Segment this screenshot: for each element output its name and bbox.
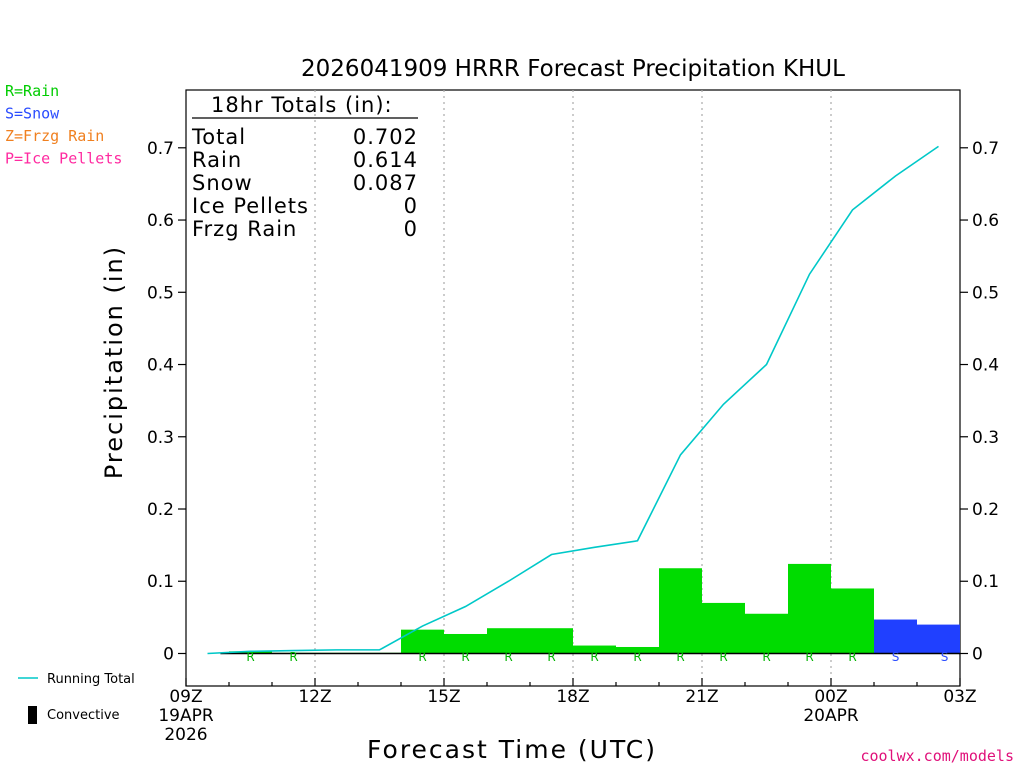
- totals-row-value: 0: [404, 194, 418, 218]
- precip-bar: [702, 602, 745, 654]
- x-tick-label: 12Z: [298, 687, 331, 707]
- y-tick-label-left: 0.6: [147, 211, 174, 231]
- running-total-line: [207, 145, 939, 655]
- totals-box: 18hr Totals (in): Total 0.702 Rain 0.614 Sno…: [191, 93, 418, 241]
- totals-heading: 18hr Totals (in):: [211, 93, 393, 117]
- y-axis-left: 0 0.1 0.2 0.3 0.4 0.5 0.6 0.7: [147, 139, 186, 664]
- type-legend-entry: S=Snow: [5, 105, 60, 123]
- x-tick-year: 2026: [164, 725, 207, 745]
- precip-type-letter: R: [246, 650, 254, 664]
- precip-type-letter: R: [805, 650, 813, 664]
- y-tick-label-right: 0.3: [972, 428, 999, 448]
- precip-type-letter: R: [289, 650, 297, 664]
- y-tick-label-left: 0.7: [147, 139, 174, 159]
- precip-bar: [487, 628, 530, 654]
- y-tick-label-right: 0: [972, 644, 983, 664]
- precip-type-legend: R=Rain S=Snow Z=Frzg Rain P=Ice Pellets: [5, 82, 122, 168]
- precip-bar: [616, 646, 659, 654]
- totals-row-value: 0.614: [353, 148, 418, 172]
- precip-bar: [659, 568, 702, 654]
- precip-type-letter: R: [418, 650, 426, 664]
- type-legend-entry: Z=Frzg Rain: [5, 127, 104, 145]
- y-tick-label-right: 0.2: [972, 500, 999, 520]
- precip-type-letter: R: [762, 650, 770, 664]
- y-axis-right: 0 0.1 0.2 0.3 0.4 0.5 0.6 0.7: [960, 139, 999, 664]
- totals-row-label: Frzg Rain: [192, 217, 297, 241]
- x-axis-title: Forecast Time (UTC): [367, 735, 657, 764]
- x-tick-label: 15Z: [427, 687, 460, 707]
- precip-bar: [831, 588, 874, 654]
- totals-row-label: Rain: [192, 148, 242, 172]
- x-tick-sublabel: 20APR: [803, 706, 859, 726]
- precip-type-letter: R: [848, 650, 856, 664]
- y-tick-label-left: 0.3: [147, 428, 174, 448]
- precip-type-letter: R: [547, 650, 555, 664]
- series-legend-label: Running Total: [47, 672, 135, 687]
- y-tick-label-left: 0.4: [147, 356, 174, 376]
- precip-bar: [917, 624, 960, 654]
- totals-row-label: Snow: [192, 171, 253, 195]
- precip-bar: [573, 645, 616, 654]
- y-tick-label-right: 0.7: [972, 139, 999, 159]
- totals-row-label: Ice Pellets: [192, 194, 309, 218]
- y-tick-label-left: 0.1: [147, 572, 174, 592]
- precip-type-letter: S: [941, 650, 949, 664]
- y-tick-label-right: 0.6: [972, 211, 999, 231]
- precip-type-letter: R: [676, 650, 684, 664]
- precip-bar: [401, 629, 444, 654]
- credit-text: coolwx.com/models: [860, 747, 1014, 765]
- precip-bar: [229, 651, 272, 654]
- y-tick-label-left: 0.5: [147, 283, 174, 303]
- precip-type-letter: R: [719, 650, 727, 664]
- x-tick-label: 09Z: [169, 687, 202, 707]
- x-tick-sublabel: 19APR: [158, 706, 214, 726]
- chart-title: 2026041909 HRRR Forecast Precipitation K…: [301, 56, 845, 82]
- precip-type-letter: R: [590, 650, 598, 664]
- y-tick-label-right: 0.4: [972, 356, 999, 376]
- legend-bar-swatch: [28, 706, 37, 724]
- y-axis-title: Precipitation (in): [100, 245, 128, 479]
- y-tick-label-left: 0.2: [147, 500, 174, 520]
- precip-bar: [530, 628, 573, 654]
- series-legend: Running Total Convective: [18, 672, 135, 724]
- y-tick-label-right: 0.5: [972, 283, 999, 303]
- precip-type-letter: R: [504, 650, 512, 664]
- precip-type-letter: R: [633, 650, 641, 664]
- type-legend-entry: P=Ice Pellets: [5, 150, 122, 168]
- totals-row-label: Total: [191, 125, 246, 149]
- totals-row-value: 0.087: [353, 171, 418, 195]
- x-tick-label: 00Z: [814, 687, 847, 707]
- hourly-precip-bars: [229, 563, 960, 654]
- y-tick-label-left: 0: [163, 644, 174, 664]
- precip-bar: [745, 613, 788, 654]
- precip-type-letter: S: [892, 650, 900, 664]
- precip-bar: [788, 563, 831, 654]
- y-tick-label-right: 0.1: [972, 572, 999, 592]
- precip-bar: [444, 633, 487, 654]
- type-legend-entry: R=Rain: [5, 82, 59, 100]
- totals-row-value: 0: [404, 217, 418, 241]
- x-tick-label: 03Z: [943, 687, 976, 707]
- series-legend-label: Convective: [47, 708, 120, 723]
- x-tick-label: 18Z: [556, 687, 589, 707]
- totals-row-value: 0.702: [353, 125, 418, 149]
- precip-type-letter: R: [461, 650, 469, 664]
- x-tick-label: 21Z: [685, 687, 718, 707]
- precip-bar: [874, 619, 917, 654]
